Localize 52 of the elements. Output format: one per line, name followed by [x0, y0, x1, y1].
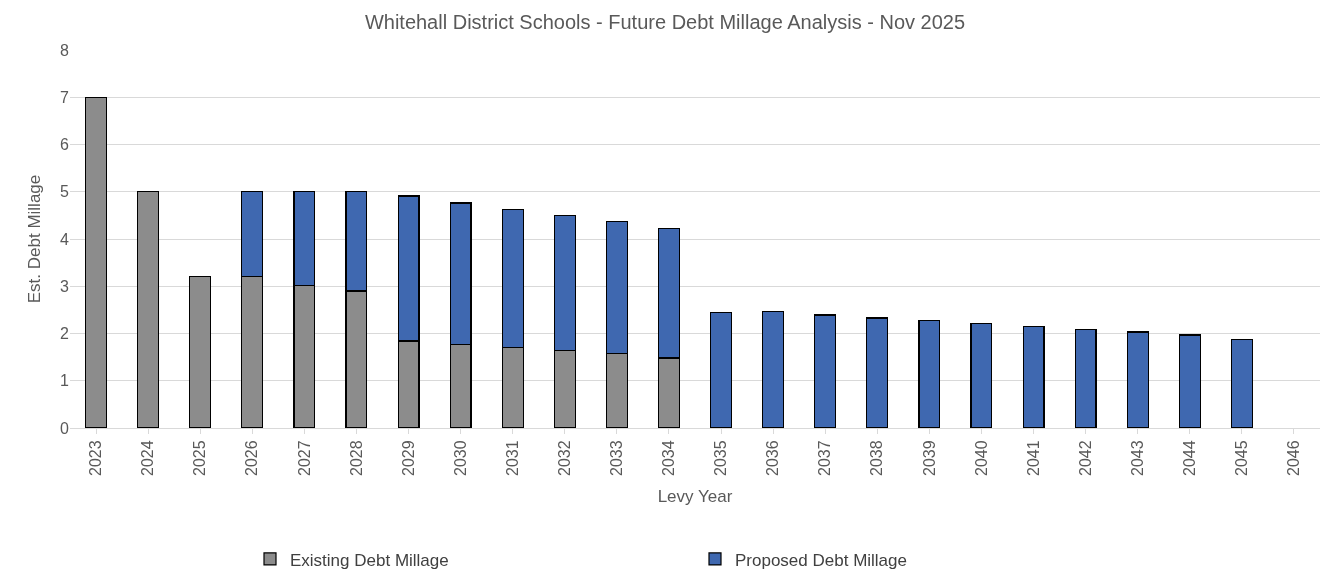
y-tick-label: 1: [60, 372, 70, 390]
x-tick-label: 2035: [712, 440, 730, 476]
y-axis-title: Est. Debt Millage: [24, 174, 44, 304]
bar: [1126, 331, 1149, 428]
x-tick-label: 2038: [868, 440, 886, 476]
chart-title: Whitehall District Schools - Future Debt Millage Analysis - Nov 2025: [364, 10, 966, 33]
bar: [710, 311, 733, 428]
bar: [1074, 329, 1097, 428]
y-tick-label: 7: [60, 88, 70, 106]
bar: [814, 314, 837, 428]
x-tick-label: 2039: [920, 440, 938, 476]
x-tick-label: 2023: [87, 440, 105, 476]
y-tick-label: 5: [60, 183, 70, 201]
y-tick-label: 2: [60, 325, 70, 343]
x-tick-label: 2033: [608, 440, 626, 476]
x-tick-label: 2024: [139, 440, 157, 476]
bar: [189, 276, 212, 428]
bar: [866, 317, 889, 428]
bar: [918, 320, 941, 428]
x-tick-label: 2040: [972, 440, 990, 476]
x-tick-label: 2031: [503, 440, 521, 476]
y-tick-label: 3: [60, 277, 70, 295]
y-tick-label: 8: [60, 41, 70, 59]
x-tick-label: 2041: [1024, 440, 1042, 476]
bar: [762, 311, 785, 428]
bar: [1230, 338, 1253, 428]
bar: [137, 191, 160, 428]
x-tick-label: 2026: [243, 440, 261, 476]
y-tick-label: 0: [60, 419, 70, 437]
legend-label: Proposed Debt Millage: [735, 550, 907, 570]
x-tick-label: 2045: [1233, 440, 1251, 476]
bar: [1178, 334, 1201, 428]
y-tick-label: 6: [60, 136, 70, 154]
x-tick-label: 2046: [1285, 440, 1303, 476]
x-tick-label: 2042: [1076, 440, 1094, 476]
x-tick-label: 2025: [191, 440, 209, 476]
bar: [970, 322, 993, 428]
x-tick-label: 2029: [399, 440, 417, 476]
y-tick-label: 4: [60, 230, 70, 248]
legend-label: Existing Debt Millage: [290, 550, 449, 570]
x-tick-label: 2036: [764, 440, 782, 476]
x-tick-label: 2044: [1180, 440, 1198, 476]
bar: [1022, 325, 1045, 428]
x-tick-label: 2043: [1128, 440, 1146, 476]
x-tick-label: 2034: [660, 440, 678, 476]
x-tick-label: 2030: [451, 440, 469, 476]
x-tick-label: 2027: [295, 440, 313, 476]
bar: [85, 96, 108, 428]
x-tick-label: 2037: [816, 440, 834, 476]
x-tick-label: 2032: [555, 440, 573, 476]
x-tick-label: 2028: [347, 440, 365, 476]
x-axis-title: Levy Year: [657, 487, 733, 507]
